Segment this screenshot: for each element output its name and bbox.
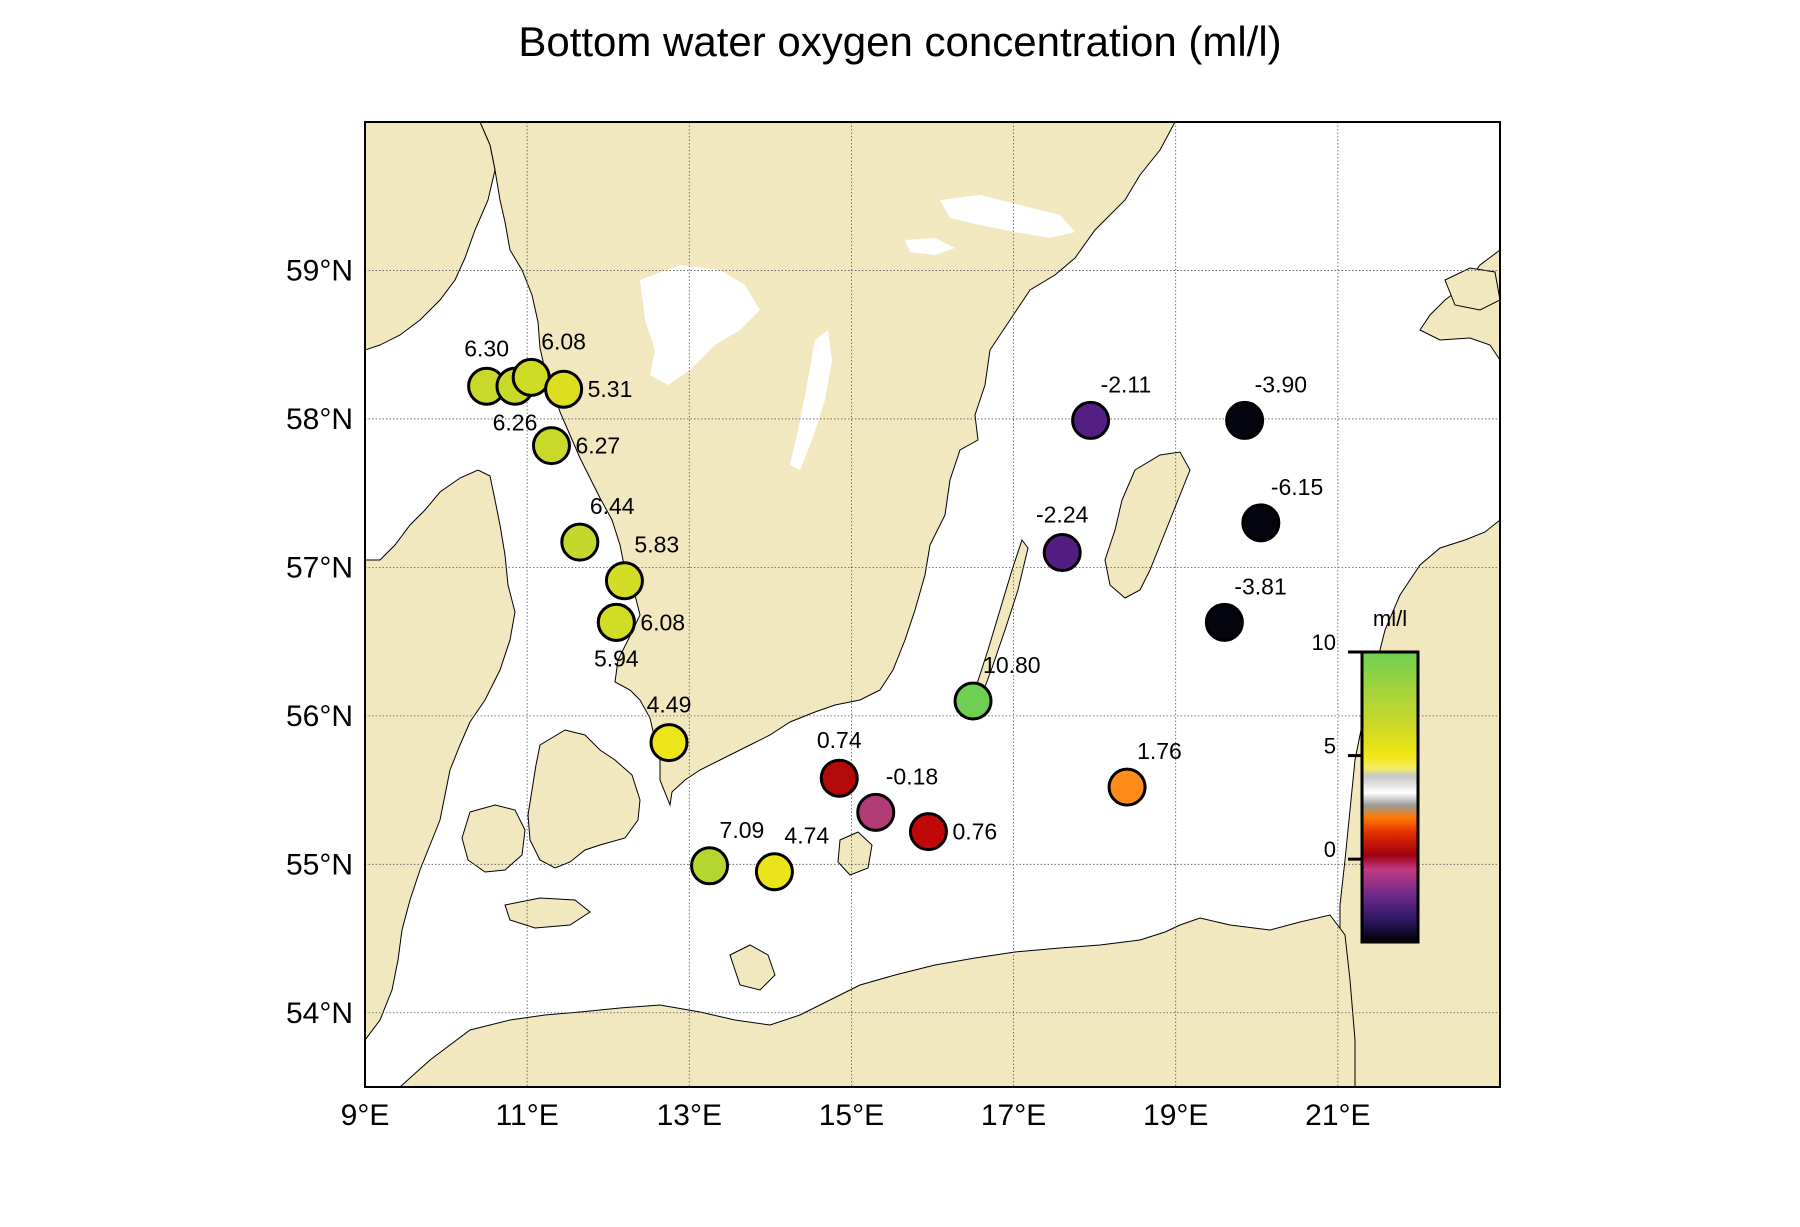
map-frame <box>364 121 1501 1088</box>
lakes-layer <box>640 195 1075 470</box>
station-marker <box>819 758 859 798</box>
vattern-lake <box>790 330 832 470</box>
norway-landmass <box>365 122 496 351</box>
station-value-label: -2.11 <box>1101 371 1152 397</box>
station-value-label: 6.44 <box>590 493 635 519</box>
grid-lines <box>364 122 1500 1087</box>
station-value-label: -3.90 <box>1255 371 1307 397</box>
station-value-label: 5.94 <box>594 645 639 671</box>
saaremaa-island <box>1444 267 1500 311</box>
station-value-label: 0.74 <box>817 727 862 753</box>
lon-tick-label: 11°E <box>496 1099 559 1132</box>
station-value-label: 6.08 <box>640 609 685 635</box>
malaren-lake <box>940 195 1075 238</box>
station-value-label: -2.24 <box>1036 502 1089 528</box>
station-marker <box>908 812 948 852</box>
station-marker <box>1225 400 1265 440</box>
station-value-label: -6.15 <box>1271 474 1323 500</box>
station-value-label: 1.76 <box>1137 738 1182 764</box>
station-marker <box>856 792 896 832</box>
station-marker <box>1204 602 1244 642</box>
funen-island <box>461 804 526 873</box>
hjalmaren-lake <box>905 238 955 255</box>
colorbar-tick-label: 0 <box>1324 837 1336 862</box>
lolland-island <box>504 897 591 929</box>
colorbar-tick-label: 10 <box>1312 630 1336 655</box>
station-value-label: 4.49 <box>647 692 692 718</box>
station-value-label: 6.27 <box>575 433 620 459</box>
station-marker <box>1042 533 1082 573</box>
rugen-island <box>729 944 776 991</box>
lon-tick-label: 19°E <box>1143 1099 1208 1132</box>
colorbar-ticks: 10 5 0 <box>1312 630 1362 862</box>
station-marker <box>649 723 689 763</box>
zealand-island <box>527 729 641 869</box>
station-marker <box>511 357 551 397</box>
denmark-jutland <box>365 469 516 1041</box>
station-value-label: 5.31 <box>588 376 633 402</box>
station-value-label: 6.26 <box>493 409 538 435</box>
station-marker <box>1071 400 1111 440</box>
station-marker <box>690 846 730 886</box>
lon-tick-label: 17°E <box>981 1099 1046 1132</box>
colorbar-bar <box>1360 650 1420 944</box>
lon-tick-label: 21°E <box>1305 1099 1370 1132</box>
vanern-lake <box>640 265 760 385</box>
lat-tick-label: 56°N <box>286 700 353 733</box>
station-value-label: 4.74 <box>784 823 829 849</box>
station-marker <box>531 426 571 466</box>
lat-tick-label: 58°N <box>286 403 353 436</box>
station-value-label: -3.81 <box>1234 573 1286 599</box>
station-value-label: -0.18 <box>886 763 938 789</box>
lon-tick-label: 9°E <box>341 1099 390 1132</box>
lat-axis-labels: 54°N 55°N 56°N 57°N 58°N 59°N <box>286 254 353 1029</box>
station-value-label: 7.09 <box>720 817 765 843</box>
colorbar-tick-label: 5 <box>1324 734 1336 759</box>
map-title: Bottom water oxygen concentration (ml/l) <box>518 18 1282 65</box>
station-marker <box>1107 767 1147 807</box>
lat-tick-label: 57°N <box>286 551 353 584</box>
gotland-island <box>1104 451 1191 599</box>
lon-tick-label: 15°E <box>819 1099 884 1132</box>
station-marker <box>560 522 600 562</box>
station-value-label: 5.83 <box>634 532 679 558</box>
station-marker <box>544 369 584 409</box>
station-value-label: 6.08 <box>541 328 586 354</box>
lat-tick-label: 55°N <box>286 848 353 881</box>
station-marker <box>953 681 993 721</box>
colorbar: ml/l 10 5 0 <box>1312 606 1420 944</box>
station-marker <box>604 561 644 601</box>
lat-tick-label: 54°N <box>286 997 353 1030</box>
poland-germany-coast <box>399 914 1356 1087</box>
station-value-label: 10.80 <box>983 652 1041 678</box>
station-value-label: 6.30 <box>464 335 509 361</box>
lon-axis-labels: 9°E 11°E 13°E 15°E 17°E 19°E 21°E <box>341 1099 1371 1132</box>
lon-tick-label: 13°E <box>657 1099 722 1132</box>
station-marker <box>754 852 794 892</box>
stations-layer: 6.306.266.085.316.276.445.836.085.944.49… <box>464 328 1323 892</box>
lat-tick-label: 59°N <box>286 254 353 287</box>
station-marker <box>1241 503 1281 543</box>
colorbar-title: ml/l <box>1373 606 1407 631</box>
station-marker <box>596 602 636 642</box>
station-value-label: 0.76 <box>952 819 997 845</box>
